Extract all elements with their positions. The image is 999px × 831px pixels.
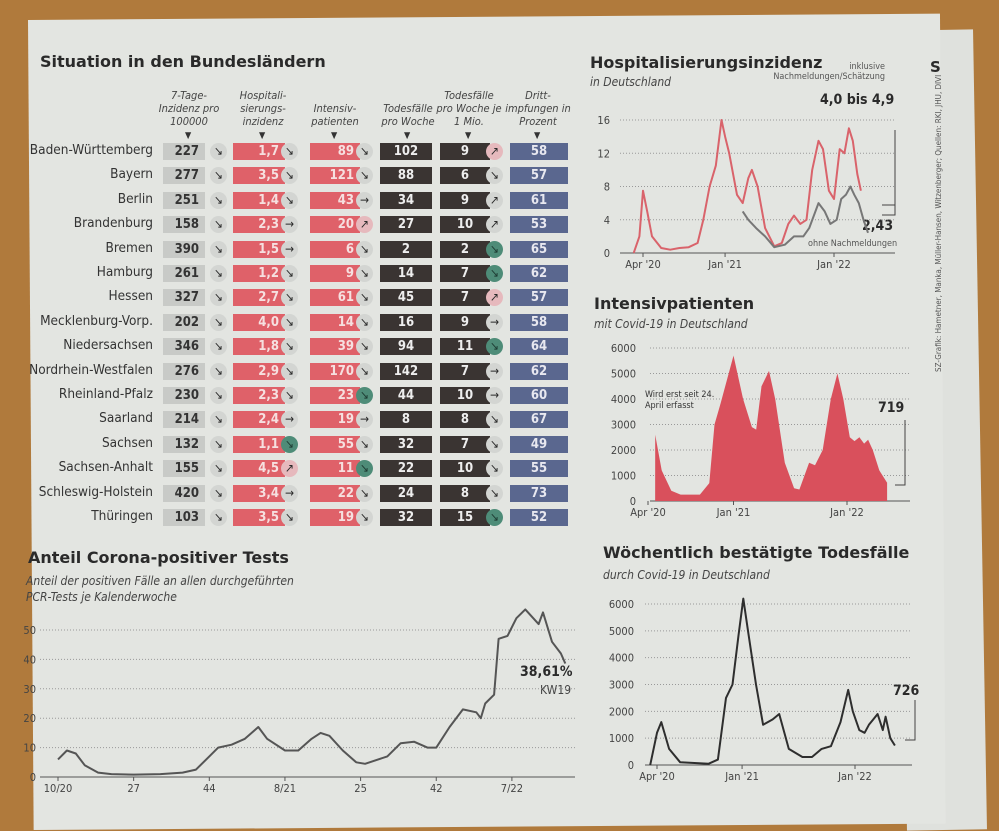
y-tick-label: 5000 [611,368,636,381]
x-tick-label: Jan '22 [816,258,851,271]
hosp-chart: 0 4 8 12 16 Apr '20 Jan '21 Jan '22 [597,114,895,271]
y-tick-label: 30 [23,683,36,696]
y-tick-label: 4000 [611,393,636,406]
y-tick-label: 10 [23,742,36,755]
deaths-chart: 0 1000 2000 3000 4000 5000 6000 Apr '20 Jan '21 J… [609,598,912,783]
y-tick-label: 50 [23,624,36,637]
deaths-leader [905,700,915,740]
tests-line-series-0 [58,609,565,774]
hosp-bracket [882,130,895,215]
x-tick-label: 8/21 [274,782,296,795]
x-tick-label: 44 [203,782,216,795]
x-tick-label: 10/20 [44,782,73,795]
y-tick-label: 0 [628,759,634,772]
x-tick-label: Jan '22 [829,506,864,519]
y-tick-label: 8 [604,181,610,194]
y-tick-label: 0 [30,771,36,784]
y-tick-label: 5000 [609,625,634,638]
hosp-line-series-1 [743,187,868,248]
y-tick-label: 4000 [609,652,634,665]
y-tick-label: 0 [604,247,610,260]
y-tick-label: 2000 [609,705,634,718]
x-tick-label: 42 [430,782,443,795]
y-tick-label: 16 [597,114,610,127]
y-tick-label: 3000 [609,679,634,692]
y-tick-label: 4 [604,214,610,227]
x-tick-label: Jan '22 [837,770,872,783]
y-tick-label: 12 [597,147,610,160]
x-tick-label: Jan '21 [724,770,759,783]
y-tick-label: 1000 [611,470,636,483]
x-tick-label: 27 [127,782,140,795]
y-tick-label: 3000 [611,419,636,432]
y-tick-label: 1000 [609,732,634,745]
x-tick-label: Apr '20 [639,770,675,783]
x-tick-label: Apr '20 [630,506,666,519]
x-tick-label: Apr '20 [625,258,661,271]
x-tick-label: Jan '21 [707,258,742,271]
x-tick-label: Jan '21 [716,506,751,519]
x-tick-label: 7/22 [501,782,523,795]
x-tick-label: 25 [354,782,367,795]
y-tick-label: 20 [23,712,36,725]
y-tick-label: 2000 [611,444,636,457]
y-tick-label: 6000 [609,598,634,611]
hosp-line-series-0 [634,120,861,253]
tests-chart: 0 10 20 30 40 50 10/20 27 44 8/21 25 42 7/22 [23,609,575,795]
icu-area-series [655,356,887,501]
deaths-line-series-0 [650,599,895,765]
y-tick-label: 40 [23,653,36,666]
y-tick-label: 6000 [611,342,636,355]
